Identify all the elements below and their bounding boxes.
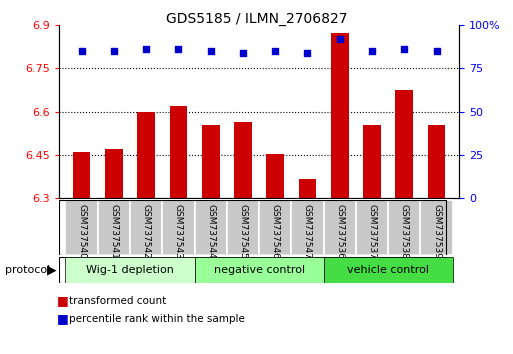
Bar: [97, 200, 130, 255]
Bar: [299, 179, 317, 198]
Bar: [137, 112, 155, 198]
Bar: [428, 125, 445, 198]
Text: GSM737539: GSM737539: [432, 204, 441, 259]
Bar: [130, 200, 162, 255]
Bar: [291, 200, 324, 255]
Point: [77, 48, 86, 53]
Text: vehicle control: vehicle control: [347, 265, 429, 275]
Text: GSM737542: GSM737542: [142, 204, 151, 259]
Text: GSM737536: GSM737536: [335, 204, 344, 259]
Text: ■: ■: [56, 312, 68, 325]
Text: GSM737543: GSM737543: [174, 204, 183, 259]
Text: GDS5185 / ILMN_2706827: GDS5185 / ILMN_2706827: [166, 12, 347, 27]
Point: [239, 50, 247, 55]
Bar: [388, 200, 421, 255]
Point: [400, 46, 408, 52]
Text: ▶: ▶: [47, 263, 56, 276]
Bar: [324, 200, 356, 255]
Bar: [363, 125, 381, 198]
Text: GSM737538: GSM737538: [400, 204, 409, 259]
Text: GSM737541: GSM737541: [109, 204, 119, 259]
Text: GSM737545: GSM737545: [239, 204, 247, 259]
Text: percentile rank within the sample: percentile rank within the sample: [69, 314, 245, 324]
Text: negative control: negative control: [213, 265, 305, 275]
Text: ■: ■: [56, 295, 68, 307]
Text: transformed count: transformed count: [69, 296, 167, 306]
Point: [303, 50, 311, 55]
Bar: [169, 106, 187, 198]
Bar: [73, 152, 90, 198]
Bar: [105, 149, 123, 198]
Bar: [234, 122, 252, 198]
Point: [271, 48, 279, 53]
Point: [207, 48, 215, 53]
Bar: [202, 125, 220, 198]
Bar: [324, 257, 452, 283]
Text: GSM737547: GSM737547: [303, 204, 312, 259]
Point: [336, 36, 344, 41]
Bar: [259, 200, 291, 255]
Bar: [66, 257, 194, 283]
Bar: [194, 257, 324, 283]
Bar: [356, 200, 388, 255]
Bar: [227, 200, 259, 255]
Bar: [162, 200, 194, 255]
Bar: [421, 200, 452, 255]
Text: protocol: protocol: [5, 265, 50, 275]
Text: GSM737537: GSM737537: [367, 204, 377, 259]
Point: [174, 46, 183, 52]
Bar: [66, 200, 97, 255]
Point: [142, 46, 150, 52]
Point: [432, 48, 441, 53]
Bar: [331, 34, 349, 198]
Text: Wig-1 depletion: Wig-1 depletion: [86, 265, 174, 275]
Point: [368, 48, 376, 53]
Bar: [266, 154, 284, 198]
Point: [110, 48, 118, 53]
Text: GSM737544: GSM737544: [206, 204, 215, 259]
Text: GSM737546: GSM737546: [271, 204, 280, 259]
Bar: [396, 90, 413, 198]
Bar: [194, 200, 227, 255]
Text: GSM737540: GSM737540: [77, 204, 86, 259]
